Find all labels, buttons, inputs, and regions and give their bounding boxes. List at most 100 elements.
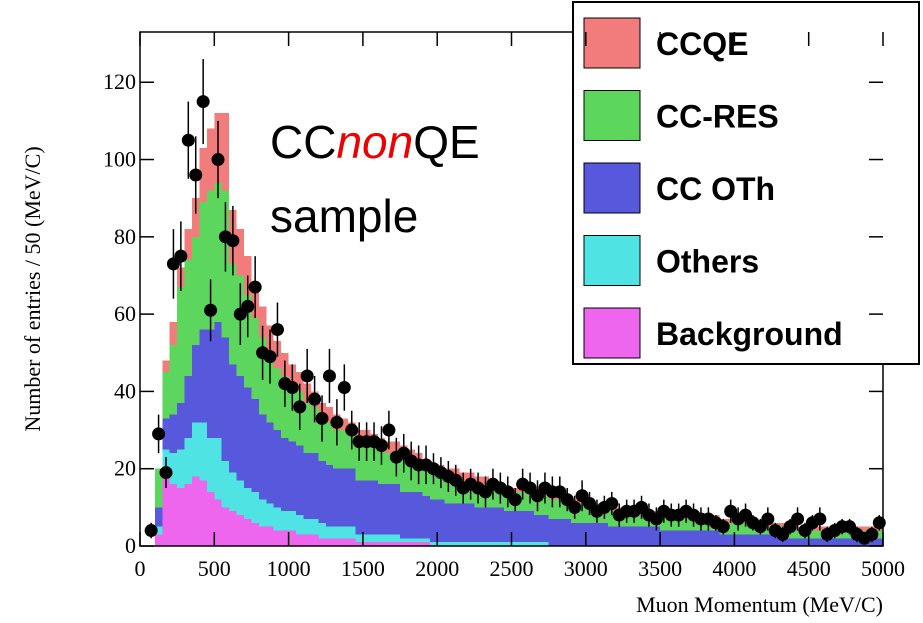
data-point <box>330 415 344 429</box>
histogram-bar <box>793 530 802 539</box>
histogram-bar <box>704 530 713 546</box>
annotation-prefix: CC <box>270 116 336 168</box>
histogram-bar <box>177 449 185 489</box>
legend: CCQE CC-RES CC OTh Others Background <box>572 1 920 365</box>
histogram-bar <box>325 538 334 546</box>
histogram-bar <box>452 542 460 546</box>
histogram-bar <box>348 433 356 469</box>
legend-label: Background <box>656 316 843 352</box>
histogram-bar <box>303 534 311 546</box>
data-point <box>605 496 619 510</box>
histogram-bar <box>377 534 386 543</box>
histogram-bar <box>816 538 824 546</box>
histogram-bar <box>288 383 297 442</box>
histogram-bar <box>437 542 445 546</box>
histogram-bar <box>637 515 646 527</box>
histogram-bar <box>370 542 378 546</box>
histogram-bar <box>281 530 289 546</box>
histogram-bar <box>184 260 193 376</box>
histogram-bar <box>682 518 690 531</box>
histogram-bar <box>504 542 512 546</box>
histogram-bar <box>162 360 170 373</box>
histogram-bar <box>244 294 252 388</box>
histogram-bar <box>853 538 861 546</box>
histogram-bar <box>511 511 519 543</box>
histogram-bar <box>518 542 527 546</box>
histogram-bar <box>764 534 772 546</box>
histogram-bar <box>258 414 267 500</box>
histogram-bar <box>370 480 378 535</box>
histogram-bar <box>526 542 534 546</box>
histogram-bar <box>340 430 349 469</box>
histogram-bar <box>645 526 653 546</box>
histogram-bar <box>192 345 200 423</box>
histogram-bar <box>229 511 237 546</box>
histogram-bar <box>615 526 623 546</box>
histogram-bar <box>258 526 267 546</box>
histogram-bar <box>177 403 185 450</box>
histogram-bar <box>875 530 883 539</box>
histogram-bar <box>808 538 817 546</box>
histogram-bar <box>199 480 207 546</box>
histogram-bar <box>778 522 787 527</box>
histogram-bar <box>333 538 341 546</box>
histogram-bar <box>726 534 735 546</box>
histogram-bar <box>214 321 222 438</box>
histogram-bar <box>258 306 267 338</box>
histogram-bar <box>674 530 683 546</box>
histogram-bar <box>385 484 393 535</box>
annotation: CCnonQE <box>270 116 480 168</box>
y-tick-label: 60 <box>114 301 136 326</box>
data-point <box>761 512 775 526</box>
histogram-bar <box>504 511 512 543</box>
histogram-bar <box>362 480 371 535</box>
histogram-bar <box>414 542 423 546</box>
histogram-bar <box>162 418 170 450</box>
histogram-bar <box>422 542 430 546</box>
histogram-bar <box>608 526 616 546</box>
y-tick-label: 40 <box>114 378 136 403</box>
histogram-bar <box>273 507 282 531</box>
histogram-bar <box>533 515 542 543</box>
histogram-bar <box>325 422 334 465</box>
histogram-bar <box>154 526 163 535</box>
histogram-bar <box>793 538 802 546</box>
histogram-bar <box>429 542 438 546</box>
histogram-bar <box>630 526 638 546</box>
histogram-bar <box>400 542 408 546</box>
histogram-bar <box>518 491 527 512</box>
histogram-bar <box>244 387 252 489</box>
histogram-bar <box>273 530 282 546</box>
histogram-bar <box>845 538 854 546</box>
histogram-bar <box>214 437 222 500</box>
histogram-bar <box>407 491 415 539</box>
histogram-bar <box>622 526 631 546</box>
histogram-bar <box>556 499 564 519</box>
histogram-bar <box>712 530 720 546</box>
histogram-bar <box>667 530 675 546</box>
data-point <box>159 466 173 480</box>
data-point <box>322 369 336 383</box>
histogram-bar <box>511 542 519 546</box>
histogram-bar <box>578 522 586 546</box>
histogram-bar <box>310 406 319 454</box>
histogram-bar <box>236 515 245 546</box>
histogram-bar <box>578 503 586 523</box>
data-point <box>374 439 388 453</box>
histogram-bar <box>823 538 831 546</box>
histogram-bar <box>296 534 304 546</box>
histogram-bar <box>414 538 423 543</box>
histogram-bar <box>333 468 341 527</box>
histogram-bar <box>340 538 349 546</box>
histogram-bar <box>385 453 393 485</box>
histogram-bar <box>340 468 349 527</box>
histogram-bar <box>318 522 326 539</box>
histogram-bar <box>266 352 274 423</box>
histogram-bar <box>251 491 259 523</box>
histogram-bar <box>177 287 185 404</box>
histogram-bar <box>400 538 408 543</box>
histogram-bar <box>169 321 178 346</box>
legend-label: Others <box>656 244 759 280</box>
legend-label: CC OTh <box>656 171 775 207</box>
histogram-bar <box>452 503 460 543</box>
